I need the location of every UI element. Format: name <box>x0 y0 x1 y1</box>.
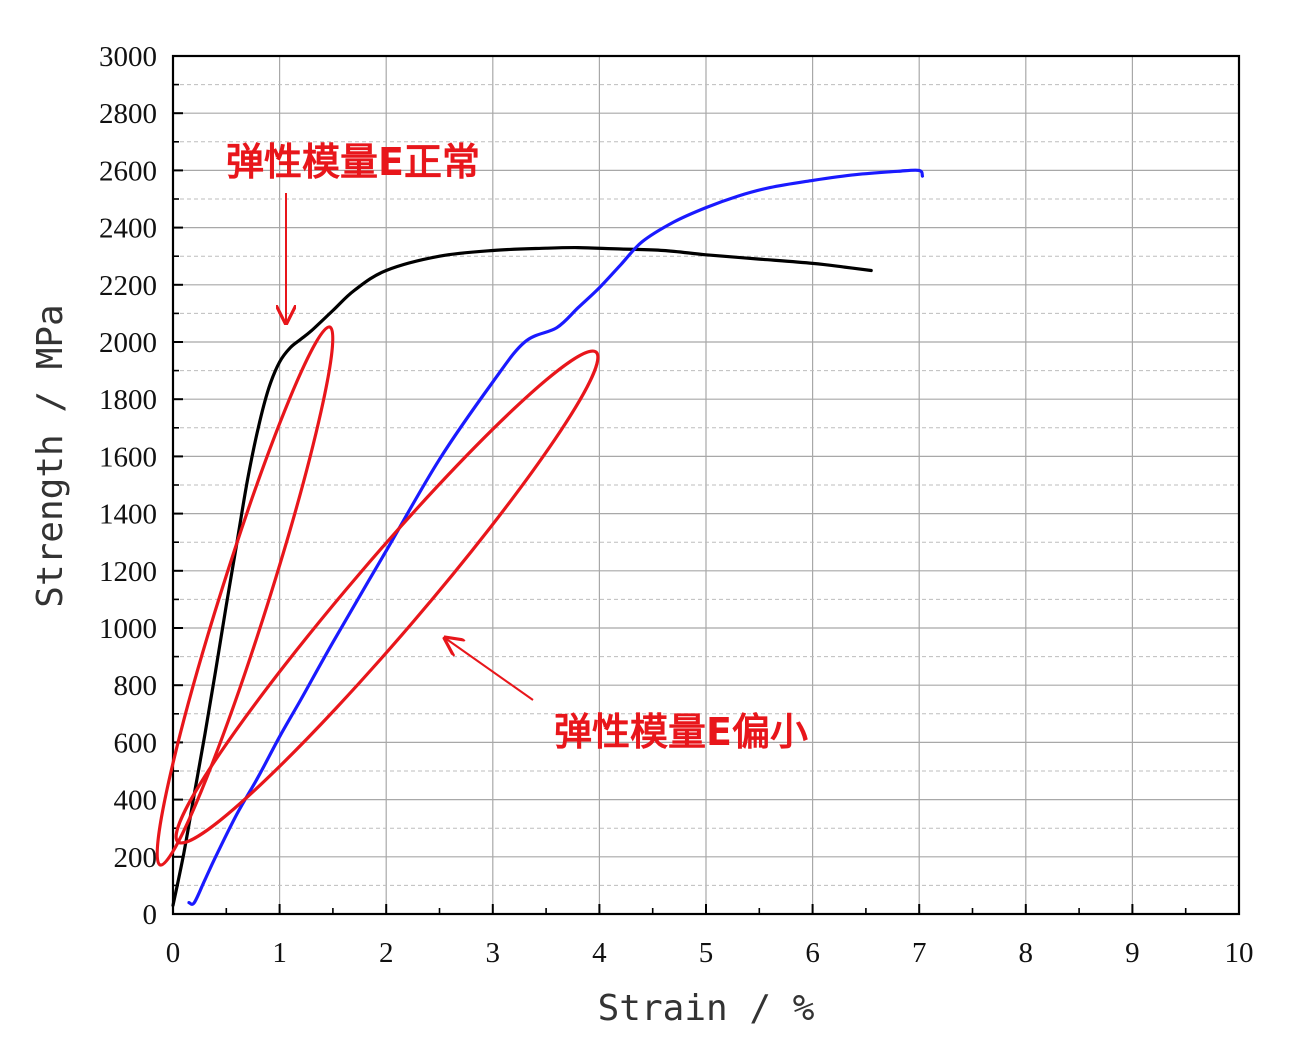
x-tick-label: 7 <box>912 937 927 969</box>
y-tick-label: 800 <box>114 670 158 702</box>
series-line-1 <box>171 245 873 907</box>
annotation-normal-modulus: 弹性模量E正常 <box>226 140 480 184</box>
y-tick-label: 2400 <box>99 213 157 245</box>
x-tick-label: 5 <box>699 937 714 969</box>
x-tick-label: 2 <box>379 937 394 969</box>
highlight-ellipse-black-elastic <box>155 325 335 867</box>
grid <box>173 56 1239 914</box>
y-tick-label: 1000 <box>99 613 157 645</box>
y-tick-label: 3000 <box>99 41 157 73</box>
y-tick-label: 400 <box>114 785 158 817</box>
y-tick-label: 2800 <box>99 98 157 130</box>
y-tick-label: 600 <box>114 727 158 759</box>
highlight-ellipses <box>155 325 600 867</box>
x-tick-label: 8 <box>1019 937 1034 969</box>
x-tick-label: 0 <box>166 937 181 969</box>
x-axis-title: Strain / % <box>598 988 815 1029</box>
y-axis-title: Strength / MPa <box>30 304 71 607</box>
x-tick-label: 4 <box>592 937 607 969</box>
y-tick-label: 200 <box>114 842 158 874</box>
y-tick-label: 2000 <box>99 327 157 359</box>
x-tick-label: 9 <box>1125 937 1140 969</box>
y-tick-label: 0 <box>143 899 158 931</box>
x-tick-label: 6 <box>805 937 820 969</box>
axes <box>171 54 1241 916</box>
x-tick-label: 10 <box>1225 937 1254 969</box>
y-tick-label: 1400 <box>99 499 157 531</box>
annotation-low-modulus: 弹性模量E偏小 <box>554 710 808 754</box>
x-tick-label: 3 <box>486 937 501 969</box>
y-tick-label: 1800 <box>99 384 157 416</box>
y-tick-label: 2200 <box>99 270 157 302</box>
annotation-arrow-low <box>445 638 534 701</box>
y-tick-label: 1200 <box>99 556 157 588</box>
x-tick-label: 1 <box>272 937 287 969</box>
y-tick-label: 1600 <box>99 441 157 473</box>
highlight-ellipse-blue-elastic <box>174 349 600 845</box>
y-tick-label: 2600 <box>99 155 157 187</box>
tick-labels: 0 1 2 3 4 5 6 7 8 9 10 0 200 400 600 800 1000 1200 1400 160… <box>99 41 1254 969</box>
